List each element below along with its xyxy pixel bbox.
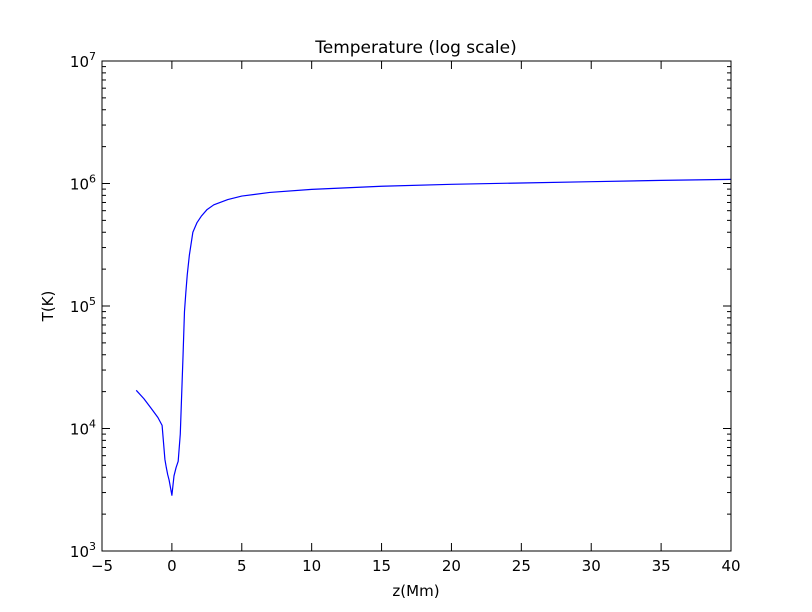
x-tick-label: 25: [512, 557, 531, 575]
y-tick-label: 103: [70, 540, 96, 561]
plot-area: −5 0 5 10 15 20 25 30 35 40 103 104 105 106 107: [70, 50, 741, 575]
x-tick-label: 10: [302, 557, 321, 575]
y-tick-label: 106: [70, 173, 96, 194]
x-tick-label: 15: [372, 557, 391, 575]
x-tick-label: 5: [237, 557, 247, 575]
y-tick-label: 104: [70, 418, 96, 439]
x-tick-label: −5: [91, 557, 113, 575]
series-line-0: [135, 178, 732, 496]
x-axis-label: z(Mm): [392, 582, 439, 600]
x-tick-label: 40: [721, 557, 740, 575]
x-tick-label: 20: [442, 557, 461, 575]
x-tick-label: 0: [167, 557, 177, 575]
chart-title: Temperature (log scale): [314, 38, 516, 58]
y-tick-label: 105: [70, 295, 96, 316]
x-tick-label: 30: [582, 557, 601, 575]
x-tick-label: 35: [652, 557, 671, 575]
y-tick-label: 107: [70, 50, 96, 71]
y-axis-label: T(K): [39, 291, 57, 323]
